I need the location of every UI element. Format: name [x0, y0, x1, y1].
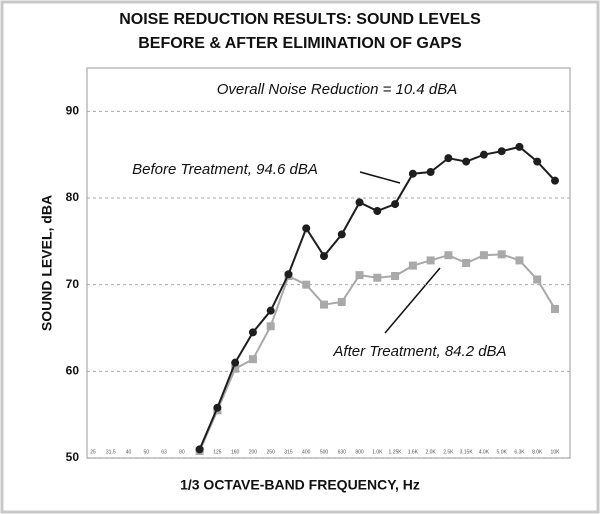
point — [408, 261, 417, 270]
point — [533, 157, 542, 166]
point — [213, 403, 222, 412]
x-tick-label: 6.3K — [514, 449, 525, 455]
y-tick-label: 90 — [66, 104, 80, 118]
point — [444, 154, 453, 163]
x-tick-label: 3.15K — [460, 449, 474, 455]
x-axis-label: 1/3 OCTAVE-BAND FREQUENCY, Hz — [180, 477, 420, 493]
x-tick-label: 63 — [161, 449, 167, 455]
point — [231, 364, 240, 373]
point — [515, 256, 524, 265]
x-tick-label: 25 — [90, 449, 96, 455]
point — [248, 355, 257, 364]
x-tick-label: 160 — [231, 449, 240, 455]
point — [444, 251, 453, 260]
chart-title: BEFORE & AFTER ELIMINATION OF GAPS — [138, 35, 462, 52]
point — [231, 358, 240, 367]
x-tick-label: 4.0K — [479, 449, 490, 455]
point — [320, 252, 328, 261]
point — [355, 198, 364, 207]
point — [195, 445, 204, 454]
x-tick-label: 2.5K — [443, 449, 454, 455]
x-tick-label: 1.0K — [372, 449, 383, 455]
point — [248, 328, 257, 337]
y-tick-label: 70 — [66, 277, 80, 291]
point — [302, 224, 311, 233]
x-tick-label: 80 — [179, 449, 185, 455]
point — [551, 176, 559, 185]
x-tick-label: 5.0K — [497, 449, 508, 455]
point — [479, 251, 488, 260]
point — [479, 150, 488, 159]
point — [391, 272, 400, 280]
x-tick-label: 630 — [338, 449, 347, 455]
y-tick-label: 50 — [66, 450, 80, 464]
x-tick-label: 250 — [267, 449, 276, 455]
x-tick-label: 500 — [320, 449, 329, 455]
point — [533, 275, 542, 284]
x-tick-label: 1.6K — [408, 449, 419, 455]
point — [320, 300, 328, 309]
point — [373, 207, 382, 215]
y-tick-label: 80 — [66, 190, 80, 204]
point — [426, 256, 435, 265]
point — [266, 322, 275, 331]
point — [373, 273, 382, 282]
point — [337, 230, 346, 239]
x-tick-label: 315 — [284, 449, 293, 455]
chart-title: NOISE REDUCTION RESULTS: SOUND LEVELS — [119, 11, 481, 28]
y-axis-label: SOUND LEVEL, dBA — [39, 195, 55, 331]
point — [337, 298, 346, 306]
annotation: Before Treatment, 94.6 dBA — [132, 161, 318, 178]
point — [462, 259, 471, 267]
pointer — [384, 267, 441, 334]
y-tick-label: 60 — [66, 364, 80, 378]
point — [355, 271, 364, 280]
point — [551, 304, 559, 313]
x-tick-label: 200 — [249, 449, 258, 455]
point — [266, 306, 275, 315]
point — [497, 147, 506, 156]
x-tick-label: 2.0K — [425, 449, 436, 455]
point — [426, 168, 435, 176]
x-tick-label: 40 — [126, 449, 132, 455]
annotation: After Treatment, 84.2 dBA — [332, 343, 506, 360]
point — [302, 280, 311, 289]
annotation: Overall Noise Reduction = 10.4 dBA — [217, 81, 458, 98]
point — [408, 169, 417, 178]
x-tick-label: 1.25K — [389, 449, 403, 455]
x-tick-label: 31.5 — [106, 449, 116, 455]
x-tick-label: 8.0K — [532, 449, 543, 455]
point — [391, 200, 400, 209]
point — [462, 157, 471, 166]
x-tick-label: 125 — [213, 449, 222, 455]
pointer — [359, 171, 401, 184]
point — [284, 270, 293, 279]
point — [515, 142, 524, 151]
x-tick-label: 50 — [144, 449, 150, 455]
x-tick-label: 10K — [551, 449, 561, 455]
point — [497, 250, 506, 259]
x-tick-label: 800 — [355, 449, 364, 455]
x-tick-label: 400 — [302, 449, 311, 455]
